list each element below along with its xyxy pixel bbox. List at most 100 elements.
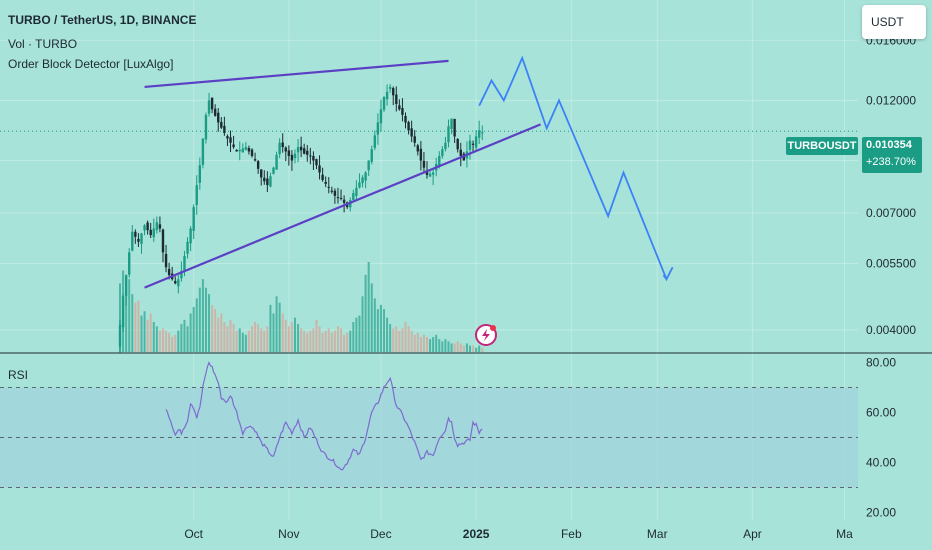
volume-bar bbox=[254, 322, 257, 352]
candle bbox=[186, 237, 189, 259]
candle-body bbox=[425, 170, 429, 175]
candle bbox=[296, 138, 300, 163]
candle bbox=[471, 140, 475, 152]
volume-bar bbox=[468, 345, 471, 352]
volume-bar bbox=[211, 304, 214, 352]
candle bbox=[333, 188, 337, 204]
candle bbox=[312, 151, 315, 170]
volume-bar bbox=[358, 315, 361, 352]
candle bbox=[244, 142, 248, 151]
resistance-trendline bbox=[144, 59, 449, 89]
candle-body bbox=[158, 224, 162, 229]
volume-bar bbox=[303, 330, 306, 352]
candle bbox=[324, 176, 327, 188]
candle-body bbox=[226, 136, 229, 139]
volume-bar bbox=[284, 319, 287, 352]
volume-bar bbox=[149, 313, 152, 352]
lightning-icon[interactable] bbox=[475, 324, 497, 346]
candle-body bbox=[395, 94, 398, 104]
candle-body bbox=[247, 147, 251, 152]
candle-body bbox=[290, 154, 294, 161]
candle bbox=[269, 172, 272, 188]
volume-bar bbox=[447, 341, 450, 352]
time-tick-label: Dec bbox=[370, 527, 391, 541]
volume-bar bbox=[241, 332, 244, 352]
candle-body bbox=[453, 118, 456, 137]
volume-bar bbox=[278, 302, 281, 352]
volume-bar bbox=[272, 313, 275, 352]
time-tick-label: Oct bbox=[184, 527, 203, 541]
candle-body bbox=[428, 173, 432, 177]
candle bbox=[143, 224, 146, 236]
indicator-legend[interactable]: Order Block Detector [LuxAlgo] bbox=[8, 57, 174, 71]
candle-body bbox=[253, 159, 257, 161]
volume-bar bbox=[177, 330, 180, 352]
candle bbox=[428, 171, 432, 178]
candle-body bbox=[235, 149, 238, 152]
candle-body bbox=[167, 268, 171, 276]
volume-bar bbox=[134, 302, 137, 352]
volume-bar bbox=[131, 294, 134, 352]
candle bbox=[376, 113, 380, 145]
volume-bar bbox=[475, 347, 478, 352]
candle-body bbox=[272, 167, 275, 174]
volume-bar bbox=[287, 326, 290, 352]
candle bbox=[474, 129, 478, 152]
candle bbox=[207, 92, 211, 117]
candle-body bbox=[450, 118, 453, 129]
candle bbox=[204, 112, 208, 144]
volume-bar bbox=[208, 294, 211, 352]
candle-body bbox=[299, 146, 303, 151]
volume-bar bbox=[238, 328, 241, 352]
volume-bar bbox=[327, 328, 330, 352]
candle-body bbox=[232, 144, 235, 148]
candle-body bbox=[376, 122, 380, 135]
candle bbox=[128, 248, 131, 278]
volume-legend[interactable]: Vol · TURBO bbox=[8, 37, 78, 51]
candle-body bbox=[477, 130, 481, 138]
y-axis: 0.0160000.0120000.0090000.0070000.005500… bbox=[866, 33, 916, 519]
candle bbox=[416, 143, 419, 156]
symbol-title[interactable]: TURBO / TetherUS, 1D, BINANCE bbox=[8, 13, 197, 27]
candle bbox=[379, 99, 383, 132]
candle bbox=[149, 222, 152, 239]
candle-body bbox=[287, 150, 291, 156]
candle bbox=[226, 134, 229, 147]
volume-bar bbox=[168, 332, 171, 352]
volume-bar bbox=[426, 337, 428, 352]
volume-bars bbox=[119, 262, 484, 352]
candle-body bbox=[404, 115, 407, 123]
volume-bar bbox=[171, 337, 174, 352]
candle bbox=[232, 135, 235, 149]
candle bbox=[253, 152, 257, 162]
candle bbox=[373, 130, 377, 151]
volume-bar bbox=[263, 330, 266, 352]
candles bbox=[118, 84, 484, 353]
volume-bar bbox=[232, 324, 235, 352]
volume-bar bbox=[330, 332, 333, 352]
volume-bar bbox=[373, 298, 376, 352]
candle-body bbox=[312, 155, 315, 161]
volume-bar bbox=[478, 345, 481, 352]
candle-body bbox=[364, 172, 367, 181]
volume-bar bbox=[128, 279, 131, 352]
candle-body bbox=[382, 96, 386, 110]
rsi-legend[interactable]: RSI bbox=[8, 368, 29, 382]
candle bbox=[370, 145, 373, 165]
volume-bar bbox=[441, 341, 444, 352]
projection bbox=[478, 55, 674, 282]
candle bbox=[444, 136, 447, 152]
candle-body bbox=[444, 142, 447, 150]
volume-bar bbox=[465, 343, 468, 352]
candle bbox=[388, 84, 392, 93]
candle bbox=[250, 148, 254, 158]
volume-bar bbox=[386, 317, 389, 352]
volume-bar bbox=[201, 279, 204, 352]
candle bbox=[220, 117, 223, 129]
volume-bar bbox=[410, 330, 413, 352]
currency-button[interactable]: USDT bbox=[862, 5, 926, 39]
volume-bar bbox=[226, 326, 229, 352]
candle-body bbox=[370, 149, 373, 162]
candle-body bbox=[303, 148, 306, 154]
